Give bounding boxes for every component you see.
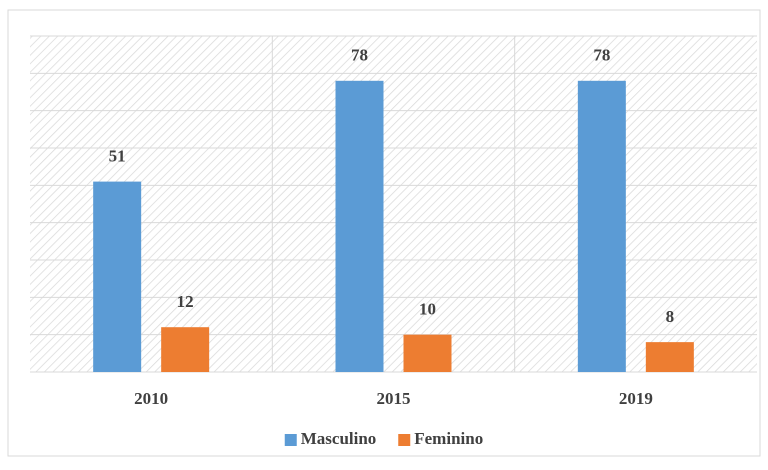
plot-area — [30, 36, 757, 372]
bar — [577, 80, 626, 373]
bar — [93, 181, 142, 372]
legend-label: Masculino — [301, 429, 377, 448]
data-label: 8 — [666, 307, 675, 326]
legend-swatch — [398, 434, 411, 446]
data-label: 12 — [177, 292, 194, 311]
x-tick-label: 2019 — [619, 389, 653, 408]
data-label: 10 — [419, 300, 436, 319]
bar — [645, 342, 694, 372]
legend-label: Feminino — [414, 429, 483, 448]
data-label: 51 — [109, 147, 126, 166]
data-label: 78 — [593, 46, 610, 65]
legend-swatch — [284, 434, 297, 446]
x-tick-label: 2015 — [377, 389, 411, 408]
x-tick-label: 2010 — [134, 389, 168, 408]
bar — [403, 334, 452, 372]
data-label: 78 — [351, 46, 368, 65]
bar — [335, 80, 384, 373]
bar — [161, 327, 210, 372]
